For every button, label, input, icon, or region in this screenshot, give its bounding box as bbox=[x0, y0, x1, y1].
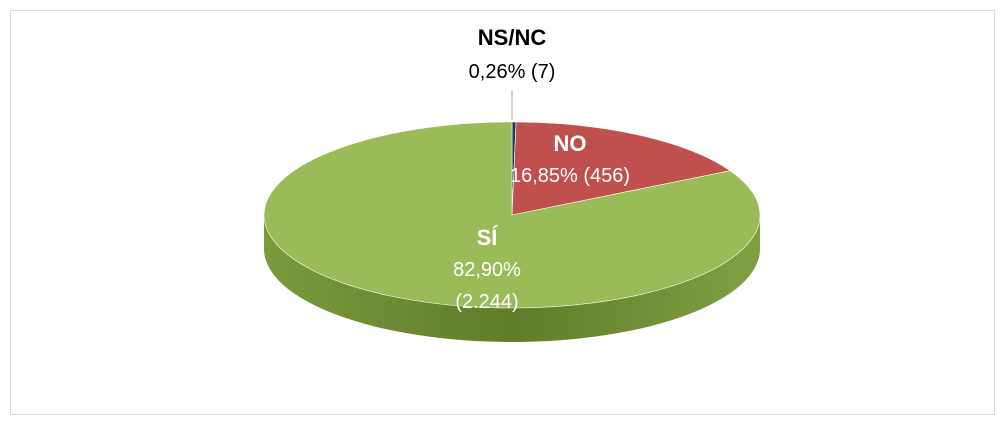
slice-value-label: 16,85% (456) bbox=[509, 165, 631, 187]
slice-side bbox=[264, 215, 760, 342]
slice-name: SÍ bbox=[476, 225, 498, 250]
slice-name: NS/NC bbox=[477, 25, 547, 50]
slice bbox=[511, 121, 731, 216]
slice-value-label: 82,90% (2.244) bbox=[453, 259, 521, 313]
slice-value-label: 0,26% (7) bbox=[468, 61, 556, 83]
slice-name: NO bbox=[553, 131, 587, 156]
slice bbox=[263, 121, 761, 309]
